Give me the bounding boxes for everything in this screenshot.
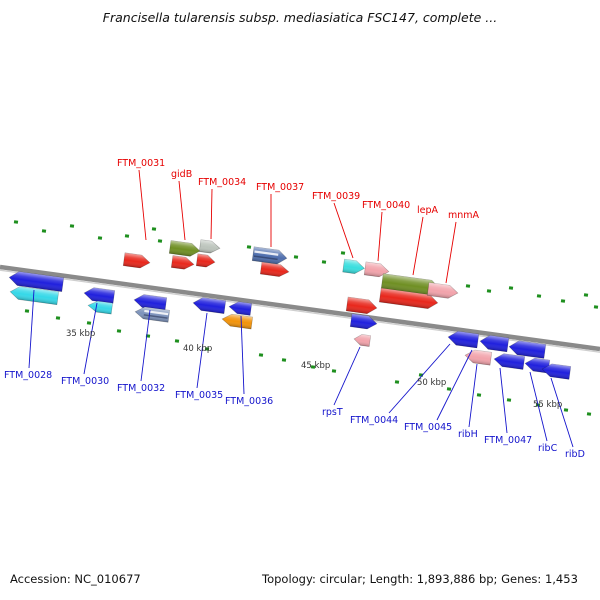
gene-density-tick	[293, 255, 299, 259]
gene-label-FTM_0030[interactable]: FTM_0030	[61, 376, 109, 387]
scale-label: 50 kbp	[417, 378, 446, 388]
scale-label: 40 kbp	[183, 344, 212, 354]
gene-label-FTM_0045[interactable]: FTM_0045	[404, 422, 452, 433]
label-leader-line	[178, 180, 186, 241]
label-leader-line	[445, 221, 457, 284]
gene-label-FTM_0028[interactable]: FTM_0028	[4, 370, 52, 381]
gene-density-tick	[116, 329, 122, 333]
label-leader-line	[377, 211, 383, 262]
label-leader-line	[499, 367, 508, 434]
gene-density-tick	[86, 321, 92, 325]
gene-label-FTM_0037[interactable]: FTM_0037	[256, 182, 304, 193]
gene-density-tick	[151, 227, 157, 231]
gene-arrow-FTM_0039[interactable]	[342, 258, 366, 275]
label-leader-line	[333, 202, 354, 259]
gene-label-gidB[interactable]: gidB	[171, 169, 192, 180]
label-leader-line	[83, 302, 98, 375]
gene-density-tick	[69, 224, 75, 228]
gene-density-tick	[281, 358, 287, 362]
gene-density-tick	[174, 339, 180, 343]
gene-label-FTM_0036[interactable]: FTM_0036	[225, 396, 273, 407]
gene-arrow-FTM_0036[interactable]	[228, 301, 253, 316]
gene-density-tick	[24, 309, 30, 313]
gene-density-tick	[560, 299, 566, 303]
gene-density-tick	[331, 369, 337, 373]
label-leader-line	[210, 188, 213, 240]
gene-label-mnmA[interactable]: mnmA	[448, 210, 480, 221]
scale-label: 55 kbp	[533, 400, 562, 410]
gene-arrow[interactable]	[345, 296, 378, 315]
gene-arrow-gidB[interactable]	[168, 240, 201, 258]
gene-label-FTM_0047[interactable]: FTM_0047	[484, 435, 532, 446]
gene-arrow-FTM_0030[interactable]	[83, 287, 116, 304]
gene-density-tick	[446, 387, 452, 391]
label-leader-line	[388, 343, 451, 414]
gene-arrow-FTM_0031[interactable]	[122, 252, 151, 269]
label-leader-line	[529, 371, 548, 442]
gene-label-FTM_0034[interactable]: FTM_0034	[198, 177, 246, 188]
gene-arrow-FTM_0037[interactable]	[251, 246, 288, 265]
gene-density-tick	[41, 229, 47, 233]
gene-density-tick	[13, 220, 19, 224]
gene-label-ribH[interactable]: ribH	[458, 429, 478, 440]
gene-density-tick	[340, 251, 346, 255]
label-leader-line	[138, 169, 147, 241]
label-leader-line	[550, 377, 574, 448]
scale-label: 35 kbp	[66, 329, 95, 339]
gene-label-FTM_0031[interactable]: FTM_0031	[117, 158, 165, 169]
gene-arrow[interactable]	[170, 255, 195, 271]
gene-label-FTM_0039[interactable]: FTM_0039	[312, 191, 360, 202]
gene-density-tick	[536, 294, 542, 298]
gene-label-ribC[interactable]: ribC	[538, 443, 558, 454]
gene-label-ribD[interactable]: ribD	[565, 449, 585, 460]
gene-density-tick	[563, 408, 569, 412]
gene-density-tick	[486, 289, 492, 293]
gene-density-tick	[508, 286, 514, 290]
gene-density-tick	[204, 347, 210, 351]
gene-density-tick	[394, 380, 400, 384]
gene-label-FTM_0035[interactable]: FTM_0035	[175, 390, 223, 401]
gene-density-tick	[246, 245, 252, 249]
gene-arrow[interactable]	[195, 253, 216, 268]
label-leader-line	[196, 312, 208, 389]
gene-arrow-FTM_0034[interactable]	[198, 239, 221, 255]
label-leader-line	[333, 346, 361, 406]
gene-density-tick	[465, 284, 471, 288]
gene-label-FTM_0032[interactable]: FTM_0032	[117, 383, 165, 394]
gene-arrow-rpsT[interactable]	[353, 333, 372, 347]
label-leader-line	[468, 363, 478, 428]
gene-density-tick	[583, 293, 589, 297]
gene-density-tick	[593, 305, 599, 309]
gene-density-tick	[157, 239, 163, 243]
gene-label-lepA[interactable]: lepA	[417, 205, 439, 216]
scale-label: 45 kbp	[301, 361, 330, 371]
gene-density-tick	[124, 234, 130, 238]
gene-label-FTM_0040[interactable]: FTM_0040	[362, 200, 410, 211]
label-leader-line	[240, 315, 245, 395]
gene-density-tick	[321, 260, 327, 264]
label-leader-line	[28, 289, 35, 369]
genome-summary-text: Topology: circular; Length: 1,893,886 bp…	[262, 572, 578, 586]
status-bar: Accession: NC_010677 Topology: circular;…	[0, 572, 600, 588]
gene-density-tick	[97, 236, 103, 240]
label-leader-line	[140, 309, 151, 382]
organism-title: Francisella tularensis subsp. mediasiati…	[102, 10, 498, 25]
gene-density-tick	[506, 398, 512, 402]
gene-density-tick	[310, 365, 316, 369]
genome-axis	[0, 264, 600, 352]
gene-density-tick	[55, 316, 61, 320]
accession-text: Accession: NC_010677	[10, 572, 141, 586]
gene-label-FTM_0044[interactable]: FTM_0044	[350, 415, 398, 426]
gene-density-tick	[586, 412, 592, 416]
gene-density-tick	[258, 353, 264, 357]
gene-density-tick	[476, 393, 482, 397]
gene-label-rpsT[interactable]: rpsT	[322, 407, 343, 418]
label-leader-line	[412, 216, 424, 276]
label-leader-line	[436, 349, 473, 421]
gene-arrow[interactable]	[259, 261, 290, 278]
